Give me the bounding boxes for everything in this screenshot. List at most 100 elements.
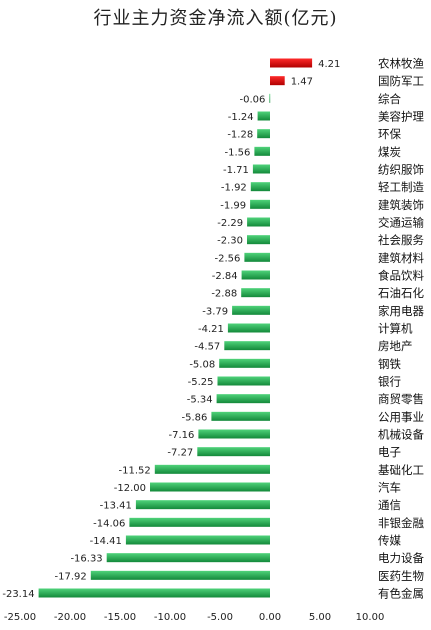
bar xyxy=(244,252,270,262)
category-label: 钢铁 xyxy=(378,357,401,371)
value-label: -4.57 xyxy=(194,342,220,353)
value-label: -0.06 xyxy=(240,94,266,105)
value-label: -14.06 xyxy=(93,518,125,529)
category-label: 农林牧渔 xyxy=(378,57,424,71)
value-label: -11.52 xyxy=(119,465,151,476)
category-label: 有色金属 xyxy=(378,587,424,601)
x-tick-label: -20.00 xyxy=(54,612,86,623)
value-label: -1.24 xyxy=(228,112,254,123)
bar xyxy=(257,129,270,139)
bar xyxy=(106,553,270,563)
bar xyxy=(219,358,270,368)
category-label: 食品饮料 xyxy=(378,269,424,283)
category-label: 轻工制造 xyxy=(378,180,424,194)
chart-title: 行业主力资金净流入额(亿元) xyxy=(93,8,338,29)
bar xyxy=(270,58,313,68)
bar xyxy=(241,288,270,298)
value-label: 4.21 xyxy=(318,59,340,70)
category-label: 通信 xyxy=(378,498,401,512)
value-label: -5.25 xyxy=(188,377,214,388)
x-tick-label: -15.00 xyxy=(104,612,136,623)
bar xyxy=(38,588,270,598)
bar xyxy=(250,199,270,209)
value-label: -1.92 xyxy=(221,183,247,194)
bar xyxy=(150,482,270,492)
bar xyxy=(250,182,270,192)
bar xyxy=(252,164,270,174)
bar xyxy=(247,235,270,245)
bar xyxy=(227,323,270,333)
value-label: -3.79 xyxy=(202,306,228,317)
value-label: -2.29 xyxy=(217,218,243,229)
value-label: -14.41 xyxy=(90,536,122,547)
x-tick-label: 10.00 xyxy=(356,612,385,623)
bar xyxy=(217,376,270,386)
category-label: 综合 xyxy=(378,92,401,106)
category-label: 电子 xyxy=(378,445,401,459)
bar xyxy=(241,270,270,280)
bar xyxy=(269,93,271,103)
x-tick-label: -25.00 xyxy=(4,612,36,623)
category-label: 家用电器 xyxy=(378,304,424,318)
x-tick-label: -5.00 xyxy=(207,612,233,623)
value-label: -1.28 xyxy=(227,130,253,141)
category-label: 机械设备 xyxy=(378,428,424,442)
value-label: -13.41 xyxy=(100,501,132,512)
value-label: -2.84 xyxy=(212,271,238,282)
bar xyxy=(197,447,270,457)
bar xyxy=(154,464,270,474)
value-label: -1.71 xyxy=(223,165,249,176)
category-label: 交通运输 xyxy=(378,216,424,230)
bar xyxy=(135,500,270,510)
value-label: 1.47 xyxy=(291,77,313,88)
category-label: 电力设备 xyxy=(378,551,424,565)
category-label: 传媒 xyxy=(378,534,401,548)
category-label: 美容护理 xyxy=(378,110,424,124)
category-label: 汽车 xyxy=(378,481,401,495)
value-label: -5.08 xyxy=(189,359,215,370)
category-label: 石油石化 xyxy=(378,286,424,300)
bar xyxy=(216,394,270,404)
bar xyxy=(254,146,270,156)
category-label: 非银金融 xyxy=(378,516,424,530)
value-label: -1.56 xyxy=(225,147,251,158)
value-label: -16.33 xyxy=(70,554,102,565)
x-tick-label: 0.00 xyxy=(259,612,281,623)
x-tick-label: -10.00 xyxy=(154,612,186,623)
category-label: 国防军工 xyxy=(378,74,424,88)
bar xyxy=(270,76,285,86)
value-label: -12.00 xyxy=(114,483,146,494)
value-label: -2.56 xyxy=(215,253,241,264)
category-label: 计算机 xyxy=(378,322,413,336)
value-label: -5.34 xyxy=(187,395,213,406)
bar xyxy=(247,217,270,227)
bar xyxy=(224,341,270,351)
category-label: 社会服务 xyxy=(378,233,424,247)
category-label: 公用事业 xyxy=(378,410,424,424)
bar xyxy=(211,411,270,421)
category-label: 环保 xyxy=(378,127,401,141)
value-label: -23.14 xyxy=(2,589,34,600)
category-label: 基础化工 xyxy=(378,463,424,477)
category-label: 纺织服饰 xyxy=(378,163,424,177)
x-tick-label: 5.00 xyxy=(309,612,331,623)
bar xyxy=(90,570,270,580)
value-label: -7.27 xyxy=(167,448,193,459)
bar xyxy=(257,111,270,121)
category-label: 建筑装饰 xyxy=(378,198,424,212)
category-label: 银行 xyxy=(378,375,401,389)
value-label: -4.21 xyxy=(198,324,224,335)
value-label: -17.92 xyxy=(55,571,87,582)
value-label: -7.16 xyxy=(169,430,195,441)
category-label: 房地产 xyxy=(378,339,413,353)
category-label: 商贸零售 xyxy=(378,392,424,406)
category-label: 医药生物 xyxy=(378,569,424,583)
value-label: -5.86 xyxy=(182,412,208,423)
value-label: -2.30 xyxy=(217,236,243,247)
bar xyxy=(129,517,270,527)
value-label: -2.88 xyxy=(211,289,237,300)
category-label: 煤炭 xyxy=(378,145,401,159)
value-label: -1.99 xyxy=(220,200,246,211)
bar xyxy=(232,305,270,315)
